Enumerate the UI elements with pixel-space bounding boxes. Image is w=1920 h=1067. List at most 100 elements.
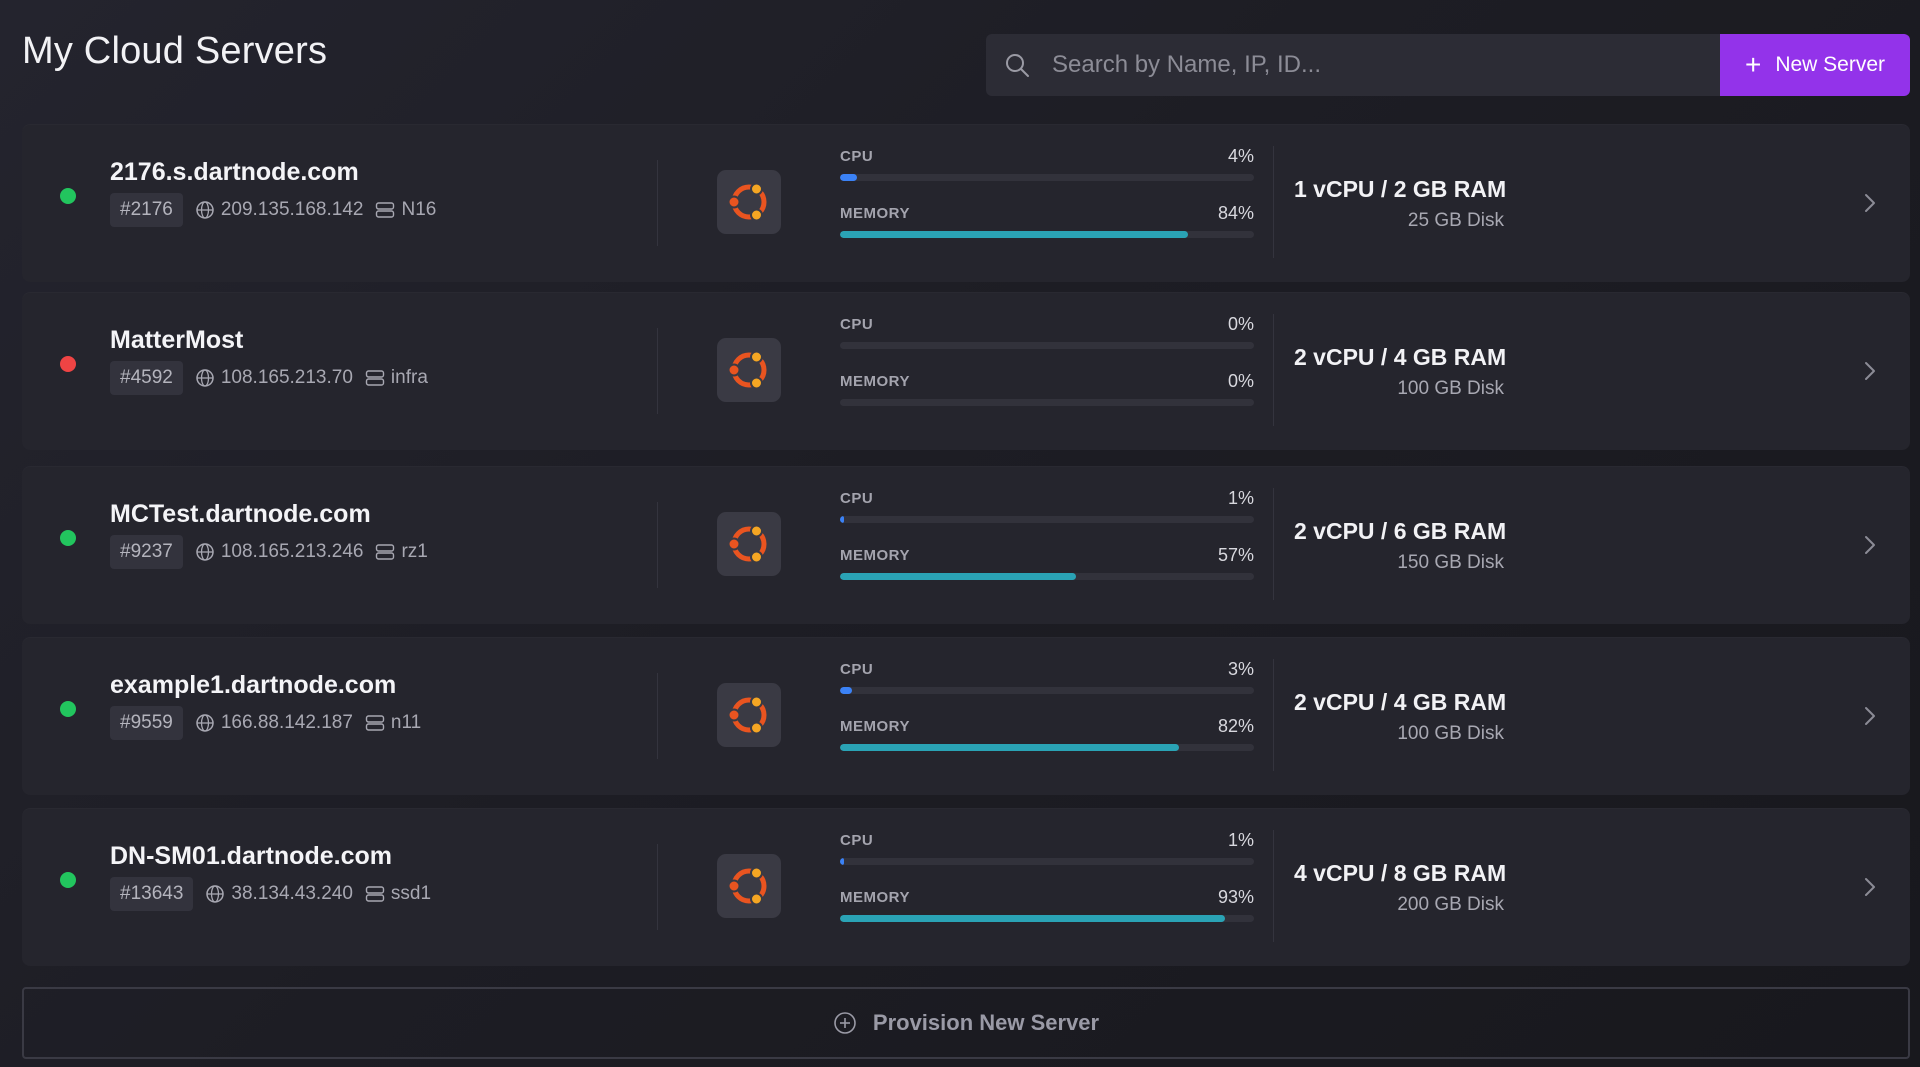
server-rack-icon xyxy=(365,370,385,386)
card-divider xyxy=(657,673,658,759)
server-meta: #4592 108.165.213.70 infra xyxy=(110,361,428,395)
server-card[interactable]: DN-SM01.dartnode.com #13643 38.134.43.24… xyxy=(22,808,1910,966)
memory-value: 93% xyxy=(1217,887,1254,907)
ubuntu-logo-icon xyxy=(727,866,767,906)
new-server-button[interactable]: + New Server xyxy=(1720,34,1910,96)
server-ip-text: 38.134.43.240 xyxy=(231,883,353,904)
memory-bar-fill xyxy=(840,915,1226,922)
memory-label: MEMORY xyxy=(840,373,910,390)
cpu-metric: CPU 1% xyxy=(840,830,1254,865)
card-divider xyxy=(1273,146,1274,258)
memory-metric: MEMORY 82% xyxy=(840,716,1254,751)
cpu-bar xyxy=(840,858,1254,865)
server-meta: #9237 108.165.213.246 rz1 xyxy=(110,535,428,569)
search-bar xyxy=(986,34,1720,96)
memory-bar-fill xyxy=(840,573,1076,580)
server-card[interactable]: 2176.s.dartnode.com #2176 209.135.168.14… xyxy=(22,124,1910,282)
server-ip: 108.165.213.246 xyxy=(195,541,364,563)
memory-bar xyxy=(840,573,1254,580)
search-icon xyxy=(986,34,1048,96)
server-card[interactable]: MCTest.dartnode.com #9237 108.165.213.24… xyxy=(22,466,1910,624)
cpu-bar-fill xyxy=(840,516,845,523)
globe-icon xyxy=(196,714,214,732)
chevron-right-icon[interactable] xyxy=(1860,530,1880,560)
plus-circle-icon xyxy=(834,1012,856,1034)
cpu-metric: CPU 4% xyxy=(840,146,1254,181)
chevron-right-icon[interactable] xyxy=(1860,356,1880,386)
plan-name: 1 vCPU / 2 GB RAM xyxy=(1294,176,1507,202)
provision-label: Provision New Server xyxy=(872,1010,1100,1035)
server-name: MatterMost xyxy=(110,326,244,354)
ubuntu-logo-icon xyxy=(727,524,767,564)
server-name: example1.dartnode.com xyxy=(110,671,397,699)
server-node-text: n11 xyxy=(390,712,422,733)
cpu-bar-fill xyxy=(840,858,845,865)
server-name: MCTest.dartnode.com xyxy=(110,500,371,528)
card-divider xyxy=(657,844,658,930)
server-rack-icon xyxy=(365,886,385,902)
cpu-bar-fill xyxy=(840,687,853,694)
server-node-text: rz1 xyxy=(401,541,428,562)
server-id-badge: #9559 xyxy=(110,706,183,740)
card-divider xyxy=(657,328,658,414)
cpu-bar-fill xyxy=(840,174,857,181)
server-id-badge: #2176 xyxy=(110,193,183,227)
cpu-value: 3% xyxy=(1227,659,1254,679)
plan-disk: 200 GB Disk xyxy=(1397,894,1504,915)
memory-metric: MEMORY 0% xyxy=(840,371,1254,406)
memory-label: MEMORY xyxy=(840,205,910,222)
globe-icon xyxy=(196,201,214,219)
server-ip-text: 108.165.213.70 xyxy=(220,367,353,388)
card-divider xyxy=(657,160,658,246)
plan-disk: 100 GB Disk xyxy=(1397,723,1504,744)
server-meta: #2176 209.135.168.142 N16 xyxy=(110,193,436,227)
card-divider xyxy=(657,502,658,588)
ubuntu-logo-icon xyxy=(727,695,767,735)
memory-bar xyxy=(840,744,1254,751)
server-ip-text: 209.135.168.142 xyxy=(220,199,364,220)
cpu-label: CPU xyxy=(840,832,874,849)
card-divider xyxy=(1273,659,1274,771)
globe-icon xyxy=(196,543,214,561)
card-divider xyxy=(1273,830,1274,942)
cpu-label: CPU xyxy=(840,148,874,165)
memory-label: MEMORY xyxy=(840,547,910,564)
chevron-right-icon[interactable] xyxy=(1860,872,1880,902)
cpu-label: CPU xyxy=(840,661,874,678)
server-ip-text: 108.165.213.246 xyxy=(220,541,364,562)
chevron-right-icon[interactable] xyxy=(1860,188,1880,218)
cpu-bar xyxy=(840,174,1254,181)
cpu-value: 1% xyxy=(1227,488,1254,508)
server-name: 2176.s.dartnode.com xyxy=(110,158,359,186)
plan-disk: 25 GB Disk xyxy=(1407,210,1504,231)
memory-bar-fill xyxy=(840,231,1188,238)
globe-icon xyxy=(196,369,214,387)
server-rack-icon xyxy=(376,544,395,560)
plus-icon: + xyxy=(1744,49,1762,80)
plan-disk: 150 GB Disk xyxy=(1397,552,1504,573)
server-node: n11 xyxy=(365,712,421,734)
memory-bar-fill xyxy=(840,744,1180,751)
server-ip: 166.88.142.187 xyxy=(195,712,353,734)
plan-name: 4 vCPU / 8 GB RAM xyxy=(1294,860,1507,886)
chevron-right-icon[interactable] xyxy=(1860,701,1880,731)
server-node-text: infra xyxy=(390,367,428,388)
server-ip: 108.165.213.70 xyxy=(195,367,353,389)
cpu-value: 0% xyxy=(1227,314,1254,334)
server-rack-icon xyxy=(365,715,385,731)
server-ip: 38.134.43.240 xyxy=(205,883,353,905)
server-card[interactable]: example1.dartnode.com #9559 166.88.142.1… xyxy=(22,637,1910,795)
os-tile xyxy=(717,170,781,234)
search-input[interactable] xyxy=(1048,34,1720,96)
provision-new-server-button[interactable]: Provision New Server xyxy=(22,987,1910,1059)
server-card[interactable]: MatterMost #4592 108.165.213.70 infra xyxy=(22,292,1910,450)
server-node: N16 xyxy=(375,199,436,221)
server-node: infra xyxy=(365,367,428,389)
memory-label: MEMORY xyxy=(840,889,910,906)
plan-disk: 100 GB Disk xyxy=(1397,378,1504,399)
server-id-badge: #13643 xyxy=(110,877,194,911)
cpu-bar xyxy=(840,516,1254,523)
os-tile xyxy=(717,338,781,402)
globe-icon xyxy=(206,885,225,903)
